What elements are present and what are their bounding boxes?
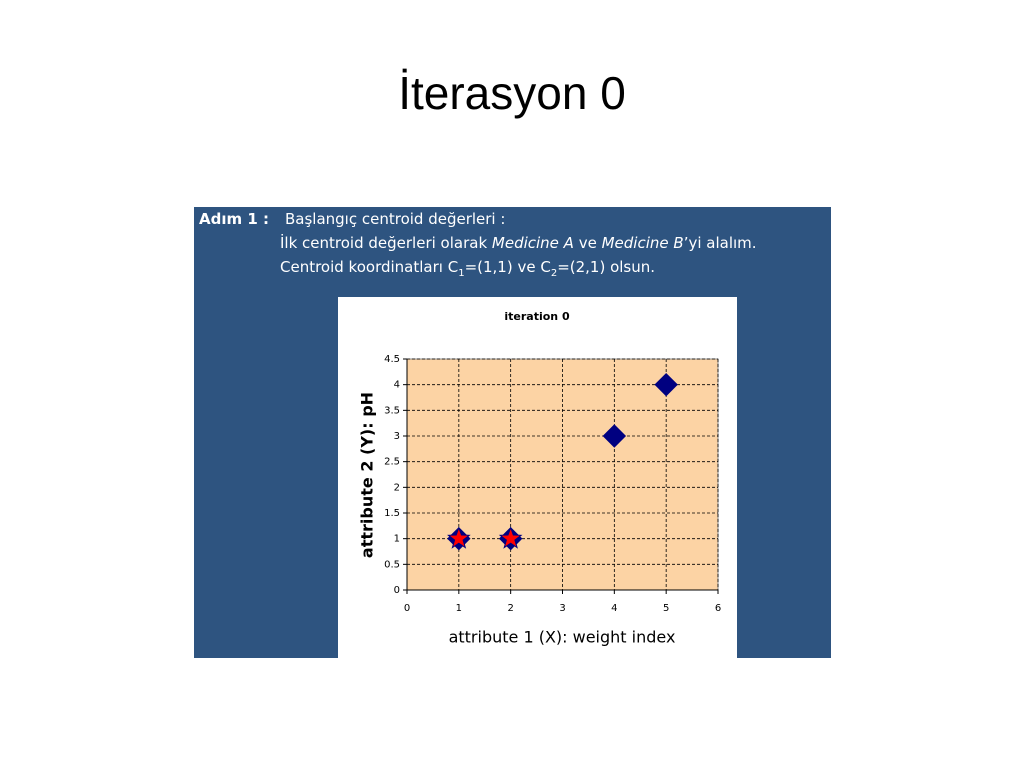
chart-title: iteration 0 bbox=[504, 310, 570, 323]
x-tick-label: 5 bbox=[663, 603, 669, 614]
panel-text: =(2,1) olsun. bbox=[557, 258, 656, 276]
panel-text: Medicine A bbox=[491, 234, 574, 252]
panel-line: İlk centroid değerleri olarak Medicine A… bbox=[280, 234, 757, 252]
panel-text: Başlangıç centroid değerleri : bbox=[285, 210, 506, 228]
y-tick-label: 0 bbox=[394, 585, 400, 596]
y-tick-label: 4.5 bbox=[384, 354, 400, 365]
y-tick-label: 2 bbox=[394, 482, 400, 493]
x-tick-label: 4 bbox=[611, 603, 617, 614]
panel-line: Başlangıç centroid değerleri : bbox=[285, 210, 505, 228]
panel-text: 1 bbox=[458, 268, 465, 279]
panel-text: Medicine B bbox=[601, 234, 684, 252]
x-tick-label: 2 bbox=[507, 603, 513, 614]
y-tick-label: 3 bbox=[394, 431, 400, 442]
x-tick-label: 1 bbox=[456, 603, 462, 614]
y-tick-label: 3.5 bbox=[384, 405, 400, 416]
point bbox=[602, 424, 627, 448]
y-tick-label: 2.5 bbox=[384, 457, 400, 468]
y-axis-label: attribute 2 (Y): pH bbox=[358, 392, 377, 558]
panel-text: =(1,1) ve C bbox=[464, 258, 551, 276]
point bbox=[654, 372, 678, 397]
step-label: Adım 1 : bbox=[199, 210, 269, 228]
panel-text: ve bbox=[573, 234, 602, 252]
point bbox=[498, 526, 523, 549]
y-tick-label: 0.5 bbox=[384, 559, 400, 570]
panel-text: Centroid koordinatları C bbox=[280, 258, 459, 276]
panel-text: İlk centroid değerleri olarak bbox=[280, 234, 492, 252]
panel-text: ’yi alalım. bbox=[683, 234, 757, 252]
point bbox=[447, 526, 471, 549]
y-tick-label: 4 bbox=[394, 380, 400, 391]
y-tick-label: 1.5 bbox=[384, 508, 400, 519]
x-tick-label: 6 bbox=[715, 603, 721, 614]
panel-line: Centroid koordinatları C1=(1,1) ve C2=(2… bbox=[280, 258, 655, 279]
panel-text: 2 bbox=[550, 268, 558, 279]
y-tick-label: 1 bbox=[394, 534, 400, 545]
x-tick-label: 3 bbox=[559, 603, 565, 614]
x-axis-label: attribute 1 (X): weight index bbox=[449, 628, 676, 647]
slide-title: İterasyon 0 bbox=[398, 67, 626, 119]
x-tick-label: 0 bbox=[404, 603, 410, 614]
